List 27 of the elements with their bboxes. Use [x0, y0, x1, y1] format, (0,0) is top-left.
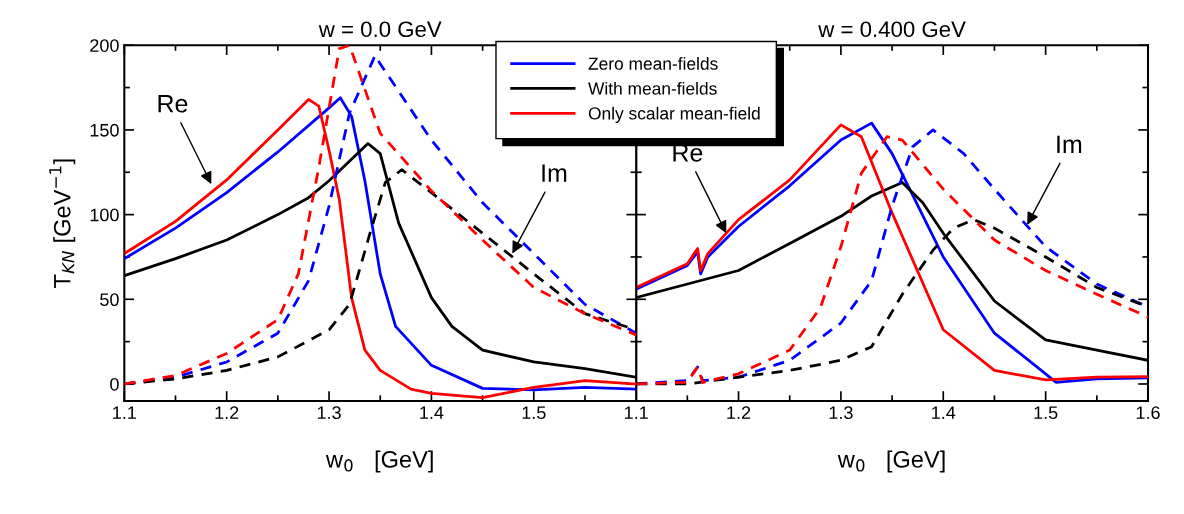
x-tick-label: 1.1 [624, 406, 648, 419]
legend-label: Only scalar mean-field [588, 106, 760, 123]
text: w$_{0}$ [GeV] [837, 450, 945, 473]
annotation: Re [158, 95, 188, 113]
x-tick-label: 1.4 [932, 406, 956, 419]
chart-title: w = 0.400 GeV [818, 21, 966, 38]
legend-label: Zero mean-fields [588, 57, 718, 70]
x-tick-label: 1.1 [113, 406, 136, 419]
y-axis-title: T$_{KN}$ [GeV$^{−1}$] [49, 159, 76, 288]
annotation: Im [542, 164, 567, 182]
x-tick-label: 1.3 [829, 406, 853, 420]
annotation: Im [1057, 135, 1082, 153]
x-tick-label: 1.2 [215, 406, 239, 419]
y-tick-label: 100 [90, 208, 119, 222]
x-tick-label: 1.5 [1034, 406, 1058, 420]
x-tick-label: 1.3 [317, 406, 341, 420]
y-tick-label: 0 [110, 377, 119, 391]
text: w$_{0}$ [GeV] [325, 450, 433, 473]
x-tick-label: 1.5 [522, 406, 546, 420]
x-tick-label: 1.2 [727, 406, 751, 419]
x-tick-label: 1.6 [1136, 406, 1160, 420]
y-tick-label: 50 [100, 293, 119, 307]
y-tick-label: 150 [90, 123, 119, 137]
legend-label: With mean-fields [588, 81, 717, 95]
chart-title: w = 0.0 GeV [318, 21, 442, 38]
y-tick-label: 200 [90, 39, 119, 52]
x-tick-label: 1.4 [420, 406, 444, 419]
